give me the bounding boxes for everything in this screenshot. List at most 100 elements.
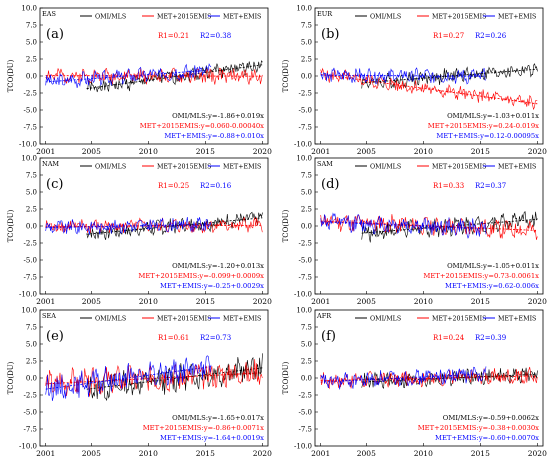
- panel-e: -10.0 -7.5 -5.0 -2.5 0.0 2.5 5.0 7.5 10.0 2001 200…: [7, 307, 272, 459]
- y-tick-label: -5.0: [24, 257, 38, 265]
- y-tick-label: 5.0: [301, 189, 312, 197]
- trend-line: [45, 75, 263, 77]
- x-tick-label: 2015: [196, 449, 215, 458]
- y-tick-label: -7.5: [24, 124, 38, 132]
- panel-letter: (c): [46, 177, 63, 192]
- legend-entry: MET+EMIS: [223, 316, 261, 323]
- y-tick-label: 5.0: [301, 39, 312, 47]
- series-line: [320, 366, 487, 390]
- trend-equation: OMI/MLS:y=-1.03+0.011x: [447, 112, 539, 120]
- y-axis-label: TCO(DU): [7, 209, 15, 242]
- x-tick-label: 2015: [196, 147, 215, 156]
- y-tick-label: 2.5: [26, 206, 37, 214]
- y-tick-label: 5.0: [301, 341, 312, 349]
- y-tick-label: 5.0: [26, 39, 37, 47]
- trend-line: [45, 224, 263, 228]
- panel-letter: (b): [321, 27, 339, 42]
- trend-equation: OMI/MLS:y=-1.20+0.013x: [172, 262, 264, 270]
- y-tick-label: 0.0: [301, 73, 312, 81]
- trend-equation: MET+2015EMIS:y=-0.86+0.0071x: [143, 424, 264, 432]
- y-tick-label: -10.0: [294, 141, 312, 149]
- r1-value: R1=0.61: [158, 334, 189, 342]
- region-label: AFR: [316, 312, 332, 320]
- series-line: [320, 67, 538, 111]
- trend-equation: MET+2015EMIS:y=-0.38+0.0030x: [418, 424, 539, 432]
- r1-value: R1=0.33: [433, 182, 464, 190]
- x-tick-label: 2010: [139, 147, 158, 156]
- series-line: [86, 211, 263, 241]
- panel-c: -10.0 -7.5 -5.0 -2.5 0.0 2.5 5.0 7.5 10.0 2001 200…: [7, 155, 272, 307]
- trend-equation: MET+2015EMIS:y=0.060-0.00040x: [140, 122, 264, 130]
- trend-equation: MET+EMIS:y=-0.25+0.0029x: [160, 282, 264, 290]
- y-tick-label: -7.5: [24, 274, 38, 282]
- y-axis-label: TCO(DU): [7, 59, 15, 92]
- x-tick-label: 2015: [471, 147, 490, 156]
- y-tick-label: -10.0: [294, 291, 312, 299]
- trend-equation: OMI/MLS:y=-1.05+0.011x: [447, 262, 539, 270]
- y-tick-label: 0.0: [26, 223, 37, 231]
- panel-d: -10.0 -7.5 -5.0 -2.5 0.0 2.5 5.0 7.5 10.0 2001 200…: [282, 155, 547, 307]
- x-tick-label: 2020: [528, 449, 547, 458]
- trend-line: [361, 373, 538, 383]
- y-tick-label: -7.5: [299, 426, 313, 434]
- trend-equation: MET+2015EMIS:y=0.24-0.019x: [428, 122, 539, 130]
- legend-entry: MET+2015EMIS: [157, 14, 211, 21]
- legend-entry: OMI/MLS: [95, 164, 126, 171]
- legend-entry: MET+EMIS: [498, 164, 536, 171]
- x-tick-label: 2010: [139, 449, 158, 458]
- x-tick-label: 2020: [253, 147, 272, 156]
- trend-equation: OMI/MLS:y=-0.59+0.0062x: [443, 414, 539, 422]
- y-tick-label: 7.5: [26, 22, 37, 30]
- y-tick-label: 10.0: [21, 5, 37, 13]
- y-tick-label: 10.0: [296, 307, 312, 315]
- panel-letter: (e): [46, 329, 64, 344]
- y-tick-label: 2.5: [301, 56, 312, 64]
- x-tick-label: 2010: [414, 449, 433, 458]
- panel-f: -10.0 -7.5 -5.0 -2.5 0.0 2.5 5.0 7.5 10.0 2001 200…: [282, 307, 547, 459]
- x-tick-label: 2020: [528, 147, 547, 156]
- panel-letter: (f): [321, 329, 336, 344]
- trend-equation: MET+EMIS:y=0.12-0.00095x: [436, 132, 539, 140]
- y-tick-label: -5.0: [299, 107, 313, 115]
- y-tick-label: -7.5: [299, 274, 313, 282]
- r1-value: R1=0.24: [433, 334, 465, 342]
- y-tick-label: -7.5: [299, 124, 313, 132]
- r2-value: R2=0.39: [475, 334, 506, 342]
- r2-value: R2=0.26: [475, 32, 507, 40]
- y-tick-label: -2.5: [299, 392, 313, 400]
- legend-entry: MET+EMIS: [498, 14, 536, 21]
- r2-value: R2=0.16: [200, 182, 232, 190]
- region-label: SEA: [42, 312, 56, 320]
- region-label: EUR: [317, 10, 333, 18]
- series-line: [86, 353, 263, 402]
- y-tick-label: 10.0: [296, 155, 312, 163]
- x-tick-label: 2020: [528, 297, 547, 306]
- y-axis-label: TCO(DU): [282, 59, 290, 92]
- legend-entry: OMI/MLS: [95, 14, 126, 21]
- trend-equation: MET+EMIS:y=0.62-0.006x: [445, 282, 539, 290]
- legend-entry: OMI/MLS: [370, 14, 401, 21]
- x-tick-label: 2005: [82, 147, 101, 156]
- y-tick-label: 2.5: [301, 206, 312, 214]
- panel-a: -10.0 -7.5 -5.0 -2.5 0.0 2.5 5.0 7.5 10.0 2001 200…: [7, 5, 272, 157]
- y-tick-label: 10.0: [21, 155, 37, 163]
- y-tick-label: 5.0: [26, 341, 37, 349]
- y-tick-label: -10.0: [19, 291, 37, 299]
- y-tick-label: 0.0: [301, 223, 312, 231]
- y-tick-label: -10.0: [19, 443, 37, 451]
- y-tick-label: -2.5: [24, 90, 38, 98]
- y-tick-label: 2.5: [26, 56, 37, 64]
- y-tick-label: -2.5: [24, 240, 38, 248]
- y-axis-label: TCO(DU): [282, 361, 290, 394]
- plot-frame: [314, 7, 544, 145]
- region-label: SAM: [317, 160, 333, 168]
- y-tick-label: 0.0: [26, 375, 37, 383]
- y-tick-label: 7.5: [26, 324, 37, 332]
- x-tick-label: 2005: [357, 449, 376, 458]
- x-tick-label: 2001: [311, 449, 330, 458]
- trend-equation: OMI/MLS:y=-1.86+0.019x: [172, 112, 264, 120]
- panel-letter: (a): [46, 27, 64, 42]
- panel-b: -10.0 -7.5 -5.0 -2.5 0.0 2.5 5.0 7.5 10.0 2001 200…: [282, 5, 547, 157]
- r2-value: R2=0.37: [475, 182, 506, 190]
- y-tick-label: -7.5: [24, 426, 38, 434]
